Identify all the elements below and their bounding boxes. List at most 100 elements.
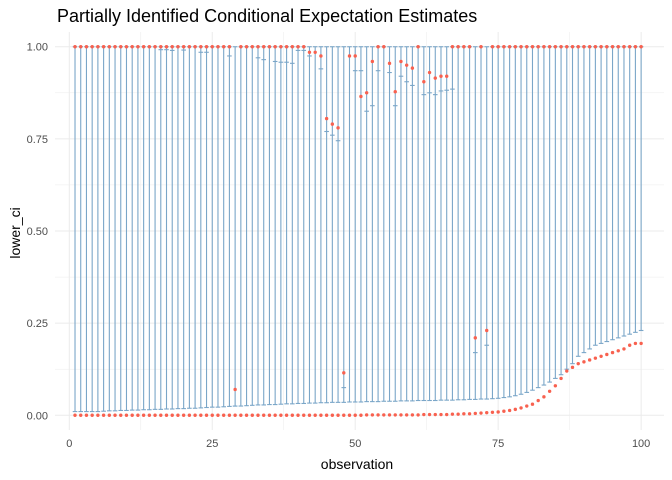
point-lower — [514, 408, 517, 411]
point-upper — [479, 45, 482, 48]
point-lower — [148, 414, 151, 417]
point-lower — [474, 412, 477, 415]
point-upper — [468, 45, 471, 48]
point-lower — [233, 414, 236, 417]
point-lower — [199, 414, 202, 417]
point-lower — [577, 362, 580, 365]
point-lower — [176, 414, 179, 417]
point-lower — [285, 414, 288, 417]
point-lower — [611, 351, 614, 354]
point-upper — [588, 45, 591, 48]
point-upper — [245, 45, 248, 48]
point-upper — [451, 45, 454, 48]
point-upper — [102, 45, 105, 48]
point-upper — [256, 45, 259, 48]
point-lower — [445, 413, 448, 416]
point-upper — [228, 45, 231, 48]
point-upper — [554, 45, 557, 48]
point-upper — [531, 45, 534, 48]
point-lower — [354, 414, 357, 417]
point-lower — [336, 414, 339, 417]
point-upper — [594, 45, 597, 48]
point-lower — [113, 414, 116, 417]
point-upper — [291, 45, 294, 48]
point-upper — [577, 45, 580, 48]
y-tick-label: 0.25 — [27, 318, 48, 330]
point-lower — [531, 403, 534, 406]
point-lower — [502, 410, 505, 413]
point-upper — [456, 45, 459, 48]
point-upper — [113, 45, 116, 48]
point-lower — [382, 413, 385, 416]
point-lower — [594, 356, 597, 359]
point-upper — [376, 45, 379, 48]
point-lower — [308, 414, 311, 417]
point-lower — [496, 410, 499, 413]
point-upper — [525, 45, 528, 48]
point-upper — [251, 45, 254, 48]
point-upper — [565, 45, 568, 48]
point-lower — [205, 414, 208, 417]
point-upper — [394, 90, 397, 93]
point-upper — [434, 76, 437, 79]
point-upper — [628, 45, 631, 48]
point-upper — [319, 54, 322, 57]
point-upper — [622, 45, 625, 48]
point-upper — [514, 45, 517, 48]
point-upper — [165, 45, 168, 48]
point-upper — [313, 51, 316, 54]
point-upper — [302, 45, 305, 48]
point-upper — [222, 45, 225, 48]
point-lower — [588, 358, 591, 361]
point-lower — [325, 414, 328, 417]
point-lower — [273, 414, 276, 417]
y-tick-label: 1.00 — [27, 42, 48, 54]
y-tick-label: 0.75 — [27, 134, 48, 146]
point-upper — [142, 45, 145, 48]
point-upper — [428, 71, 431, 74]
point-lower — [296, 414, 299, 417]
point-upper — [205, 45, 208, 48]
point-upper — [542, 45, 545, 48]
point-lower — [439, 413, 442, 416]
point-upper — [239, 45, 242, 48]
point-upper — [193, 45, 196, 48]
point-lower — [313, 414, 316, 417]
point-lower — [130, 414, 133, 417]
point-lower — [319, 414, 322, 417]
point-lower — [434, 413, 437, 416]
point-lower — [256, 414, 259, 417]
point-upper — [416, 45, 419, 48]
point-upper — [296, 45, 299, 48]
point-upper — [148, 45, 151, 48]
point-upper — [388, 62, 391, 65]
point-lower — [165, 414, 168, 417]
point-upper — [153, 45, 156, 48]
point-lower — [239, 414, 242, 417]
point-upper — [159, 45, 162, 48]
point-upper — [108, 45, 111, 48]
point-lower — [479, 411, 482, 414]
point-upper — [130, 45, 133, 48]
x-tick-label: 100 — [632, 438, 650, 450]
point-upper — [85, 45, 88, 48]
point-lower — [171, 414, 174, 417]
point-lower — [462, 412, 465, 415]
point-lower — [348, 414, 351, 417]
point-lower — [565, 369, 568, 372]
point-upper — [639, 45, 642, 48]
point-lower — [108, 414, 111, 417]
point-upper — [331, 122, 334, 125]
point-upper — [634, 45, 637, 48]
point-upper — [119, 45, 122, 48]
point-lower — [125, 414, 128, 417]
point-upper — [73, 45, 76, 48]
point-upper — [519, 45, 522, 48]
x-tick-label: 25 — [206, 438, 218, 450]
point-lower — [405, 413, 408, 416]
point-upper — [176, 45, 179, 48]
point-lower — [622, 347, 625, 350]
point-upper — [605, 45, 608, 48]
point-lower — [291, 414, 294, 417]
